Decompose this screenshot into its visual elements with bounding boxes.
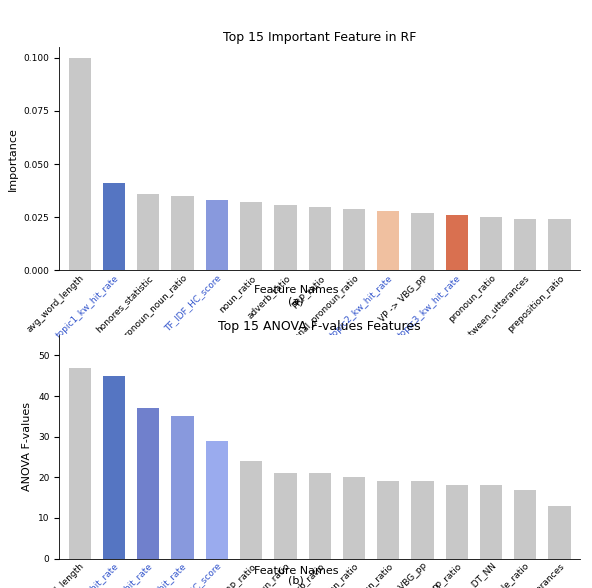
Bar	[137, 194, 159, 270]
Bar	[69, 368, 91, 559]
Bar	[514, 490, 536, 559]
Text: (a): (a)	[288, 297, 304, 307]
Bar	[548, 506, 571, 559]
Bar	[480, 218, 502, 270]
Title: Top 15 Important Feature in RF: Top 15 Important Feature in RF	[223, 32, 416, 45]
Bar	[308, 206, 331, 270]
Bar	[172, 196, 194, 270]
Bar	[240, 461, 262, 559]
Title: Top 15 ANOVA F-values Features: Top 15 ANOVA F-values Features	[218, 320, 421, 333]
Text: Feature Names: Feature Names	[254, 566, 338, 576]
Text: (b): (b)	[288, 575, 304, 585]
Bar	[137, 408, 159, 559]
Bar	[103, 376, 125, 559]
Bar	[548, 219, 571, 270]
Bar	[514, 219, 536, 270]
Bar	[103, 183, 125, 270]
Bar	[274, 473, 297, 559]
Bar	[377, 211, 400, 270]
Bar	[377, 482, 400, 559]
Bar	[172, 416, 194, 559]
Bar	[446, 486, 468, 559]
Y-axis label: Importance: Importance	[8, 127, 18, 191]
Bar	[446, 215, 468, 270]
Bar	[411, 482, 433, 559]
Bar	[411, 213, 433, 270]
Bar	[343, 477, 365, 559]
Bar	[69, 58, 91, 270]
Bar	[274, 205, 297, 270]
Bar	[343, 209, 365, 270]
Bar	[206, 201, 228, 270]
Text: Feature Names: Feature Names	[254, 285, 338, 295]
Bar	[206, 441, 228, 559]
Bar	[240, 202, 262, 270]
Bar	[308, 473, 331, 559]
Bar	[480, 486, 502, 559]
Y-axis label: ANOVA F-values: ANOVA F-values	[22, 402, 33, 492]
